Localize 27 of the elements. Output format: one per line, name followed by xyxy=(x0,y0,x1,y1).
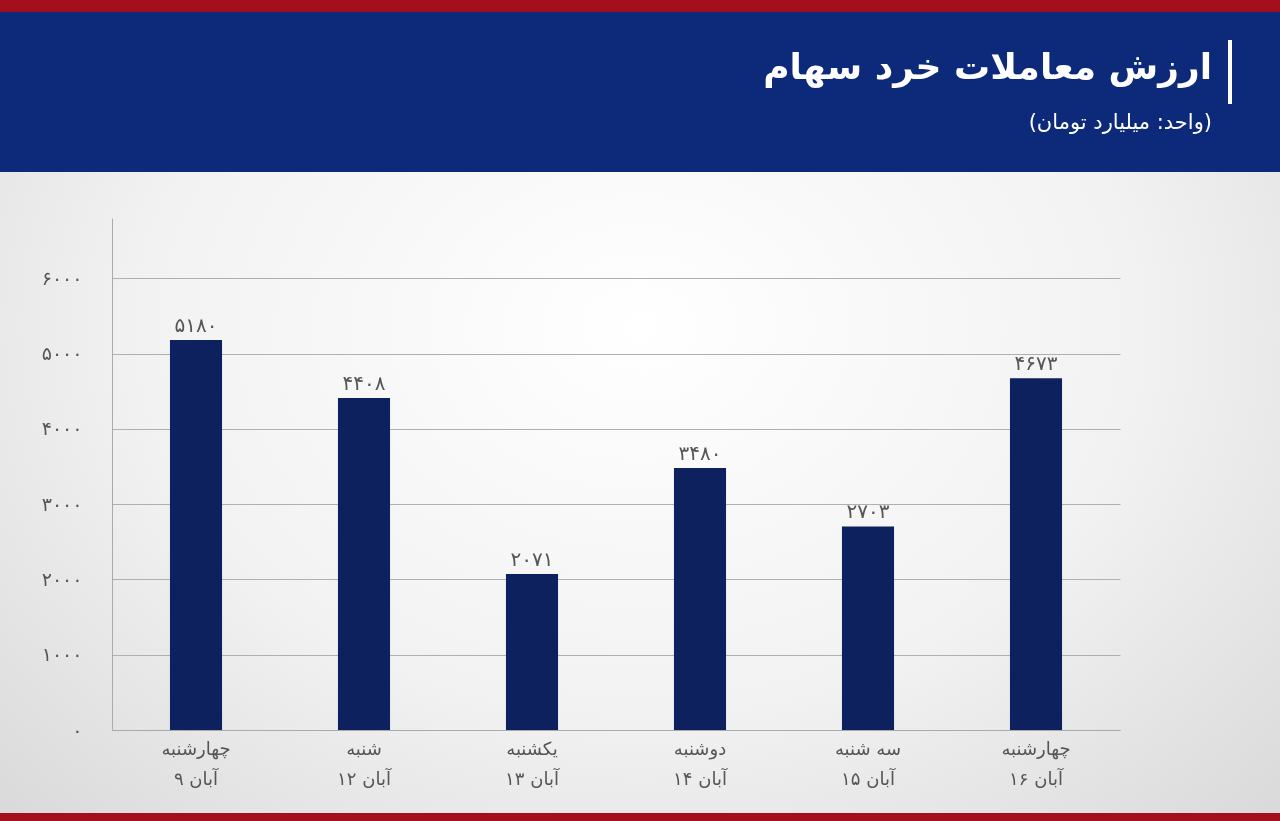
bar xyxy=(673,467,727,730)
x-tick-label: سه شنبه ۱۵ آبان xyxy=(834,737,902,789)
y-tick-label: ۳۰۰۰ xyxy=(41,492,83,515)
bar xyxy=(169,339,223,730)
bar xyxy=(1009,378,1063,730)
y-tick-label: ۰ xyxy=(72,718,83,741)
bar xyxy=(505,574,559,730)
x-tick-label: یکشنبه ۱۳ آبان xyxy=(505,737,560,789)
y-tick-label: ۱۰۰۰ xyxy=(41,643,83,666)
bar xyxy=(337,398,391,730)
x-tick-label: چهارشنبه ۹ آبان xyxy=(161,737,231,789)
y-tick-label: ۲۰۰۰ xyxy=(41,567,83,590)
chart-title: ارزش معاملات خرد سهام xyxy=(763,46,1212,87)
x-tick-label: دوشنبه ۱۴ آبان xyxy=(673,737,728,789)
x-tick-label: شنبه ۱۲ آبان xyxy=(337,737,392,789)
y-tick-label: ۵۰۰۰ xyxy=(41,342,83,365)
data-label: ۴۴۰۸ xyxy=(342,371,386,396)
bar xyxy=(841,526,895,730)
y-tick-label: ۴۰۰۰ xyxy=(41,417,83,440)
data-label: ۴۶۷۳ xyxy=(1014,351,1058,376)
data-label: ۲۷۰۳ xyxy=(846,499,890,524)
y-tick-label: ۶۰۰۰ xyxy=(41,266,83,289)
data-label: ۳۴۸۰ xyxy=(678,440,722,465)
data-label: ۵۱۸۰ xyxy=(174,312,218,337)
data-label: ۲۰۷۱ xyxy=(510,547,554,572)
chart-subtitle: (واحد: میلیارد تومان) xyxy=(1028,110,1212,134)
x-tick-label: چهارشنبه ۱۶ آبان xyxy=(1001,737,1071,789)
